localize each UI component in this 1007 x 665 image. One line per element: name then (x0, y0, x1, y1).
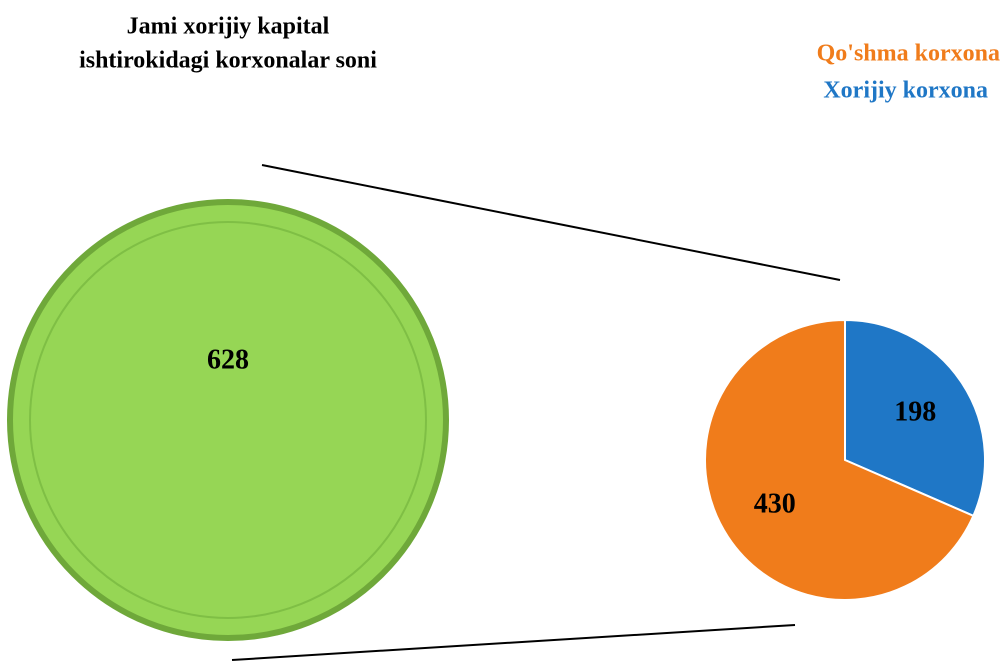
total-circle (7, 199, 449, 641)
chart-title: Jami xorijiy kapital (127, 14, 330, 40)
total-label: 628 (207, 344, 249, 375)
connector-line (231, 624, 796, 661)
connector-line (261, 164, 841, 281)
chart-title: ishtirokidagi korxonalar soni (79, 48, 377, 74)
data-label: 430 (754, 488, 796, 519)
legend-entry: Xorijiy korxona (823, 78, 988, 104)
legend-entry: Qo'shma korxona (817, 41, 1000, 67)
pie-slice (844, 318, 986, 518)
pie-slice (704, 318, 975, 601)
total-circle-rim (29, 221, 427, 619)
data-label: 198 (894, 396, 936, 427)
